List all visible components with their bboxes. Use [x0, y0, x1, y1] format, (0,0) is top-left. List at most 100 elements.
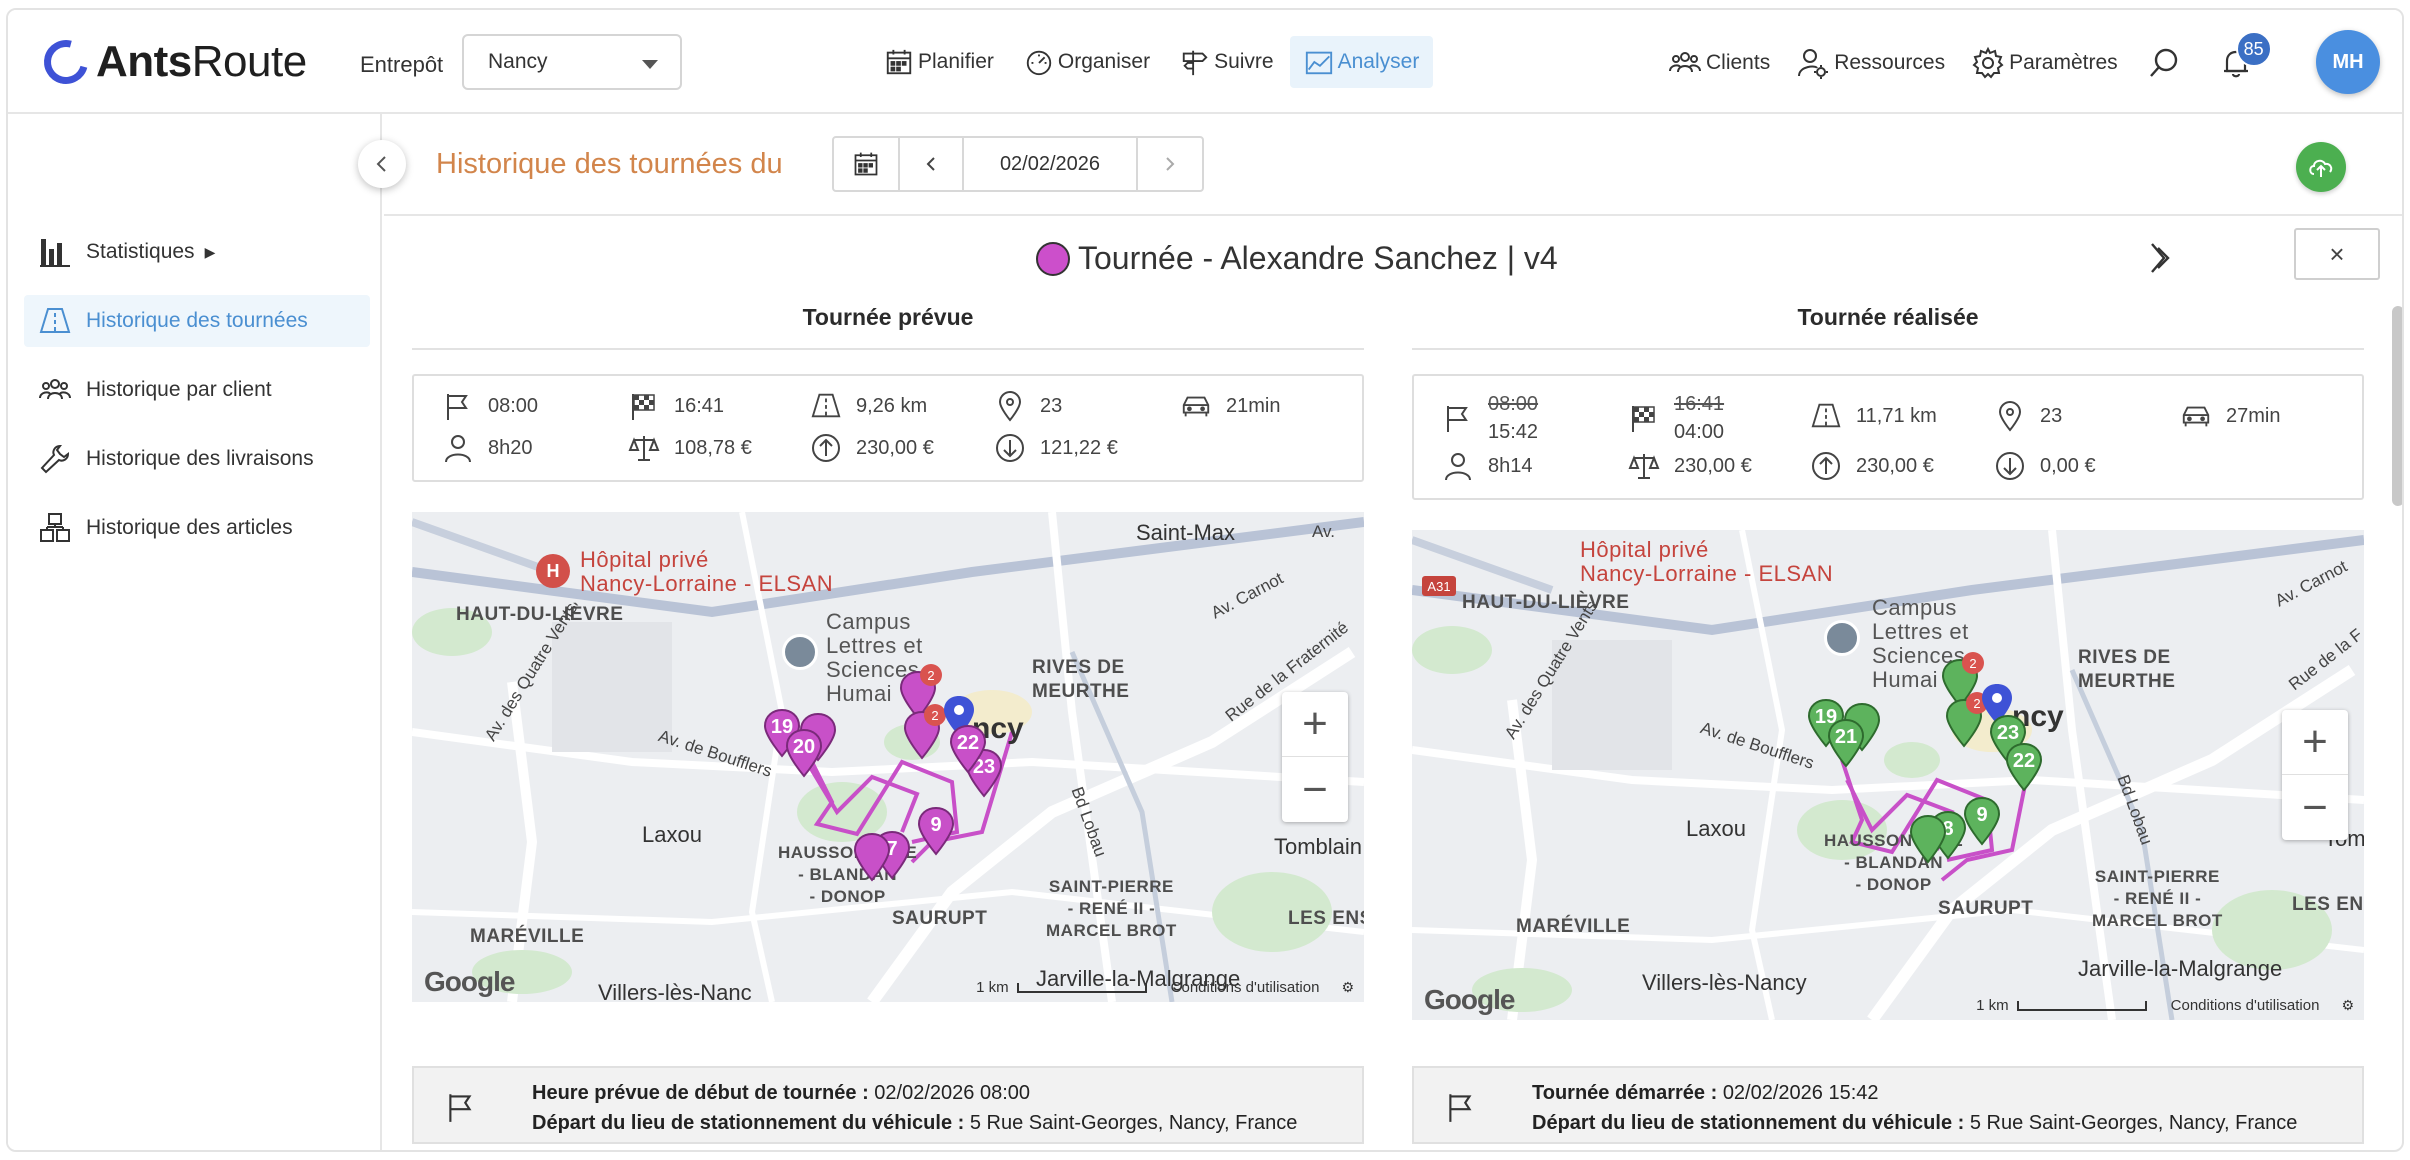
marker-label: 20 [792, 736, 816, 758]
gear-icon[interactable]: ⚙ [2341, 997, 2354, 1013]
actual-stops-value: 23 [2040, 404, 2063, 427]
next-day-button[interactable] [1138, 138, 1202, 190]
route-marker[interactable]: 9 [916, 806, 956, 856]
logo-mark-icon [35, 31, 97, 93]
gear-icon[interactable]: ⚙ [1341, 979, 1354, 995]
bar-chart-icon [40, 239, 70, 267]
nav-organiser[interactable]: Organiser [1010, 36, 1164, 88]
route-marker[interactable]: 22 [2004, 742, 2044, 792]
app-window: AntsRoute Entrepôt Nancy Planifier Organ… [6, 8, 2404, 1152]
map-zoom-control: + − [2282, 710, 2348, 840]
hospital-line-1: Hôpital privé [1580, 537, 1709, 562]
planned-end-value: 16:41 [674, 394, 725, 417]
road-icon [1811, 403, 1841, 428]
location-pin-icon [1998, 400, 2022, 432]
map-terms-link[interactable]: Conditions d'utilisation [2170, 997, 2320, 1014]
nav-planifier[interactable]: Planifier [870, 36, 1008, 88]
actual-distance-stat: 11,71 km [1810, 400, 1937, 432]
planned-stops-value: 23 [1040, 394, 1063, 417]
sidebar-item-label: Historique des livraisons [86, 447, 314, 470]
route-marker[interactable] [852, 832, 892, 882]
main-nav: Planifier Organiser Suivre Analyser [870, 36, 1435, 90]
antsroute-logo[interactable]: AntsRoute [35, 31, 307, 93]
nav-clients[interactable]: Clients [1668, 46, 1770, 80]
map-label-campus: Campus Lettres et Sciences Humai [826, 610, 923, 706]
campus-line-1: Campus [1872, 595, 1957, 620]
planned-info-label-2: Départ du lieu de stationnement du véhic… [532, 1112, 965, 1134]
scrollbar-thumb[interactable] [2392, 306, 2402, 506]
a31-road-shield: A31 [1422, 576, 1456, 596]
notifications-button[interactable]: 85 [2216, 31, 2272, 83]
map-label-hospital: Hôpital privé Nancy-Lorraine - ELSAN [580, 548, 833, 596]
campus-line-1: Campus [826, 609, 911, 634]
route-marker[interactable]: 2 [1944, 692, 1988, 748]
calendar-button[interactable] [834, 138, 900, 190]
nav-parametres[interactable]: Paramètres [1971, 46, 2118, 80]
route-marker[interactable] [1908, 814, 1948, 864]
route-marker[interactable]: 21 [1826, 718, 1866, 768]
search-button[interactable] [2144, 43, 2184, 83]
actual-stats: 08:00 15:42 16:41 04:00 11,71 km 23 27min [1412, 374, 2364, 500]
arrow-down-circle-icon [996, 434, 1024, 462]
map-label-rives-de-meurthe: RIVES DE MEURTHE [2078, 646, 2175, 694]
nav-ressources-label: Ressources [1834, 51, 1946, 74]
route-marker[interactable]: 20 [784, 728, 824, 778]
nav-suivre[interactable]: Suivre [1166, 36, 1288, 88]
rives-line-2: MEURTHE [1032, 681, 1130, 702]
planned-info-value-2: 5 Rue Saint-Georges, Nancy, France [969, 1112, 1298, 1134]
flag-icon [447, 394, 468, 420]
nav-analyser[interactable]: Analyser [1289, 36, 1434, 88]
sidebar-item-label: Historique des articles [86, 516, 293, 539]
map-background [1412, 530, 2364, 1020]
actual-balance-value: 230,00 € [1674, 454, 1752, 477]
nav-ressources[interactable]: Ressources [1796, 46, 1945, 80]
user-avatar[interactable]: MH [2316, 30, 2380, 94]
arrow-down-circle-icon [1996, 452, 2024, 480]
map-label-les-ens: LES ENS [2292, 894, 2364, 915]
double-chevron-right-icon[interactable] [2140, 238, 2180, 278]
route-marker[interactable]: 22 [948, 724, 988, 774]
sidebar-item-historique-livraisons[interactable]: Historique des livraisons [24, 433, 370, 485]
collapse-sidebar-button[interactable] [358, 140, 406, 188]
marker-label: 19 [1814, 706, 1838, 728]
zoom-out-button[interactable]: − [1302, 764, 1328, 814]
arrow-up-circle-icon [812, 434, 840, 462]
map-label-mareville: MARÉVILLE [470, 926, 585, 947]
planned-drive-stat: 21min [1180, 390, 1280, 422]
planned-pickup-stat: 230,00 € [810, 432, 934, 464]
export-cloud-button[interactable] [2296, 142, 2346, 192]
calendar-icon [886, 49, 912, 75]
sidebar-item-historique-articles[interactable]: Historique des articles [24, 502, 370, 554]
tour-color-dot [1036, 242, 1070, 276]
previous-day-button[interactable] [900, 138, 964, 190]
date-display[interactable]: 02/02/2026 [964, 138, 1138, 190]
close-button[interactable]: × [2294, 228, 2380, 280]
warehouse-select[interactable]: Nancy [462, 34, 682, 90]
map-terms-link[interactable]: Conditions d'utilisation [1170, 979, 1320, 996]
zoom-in-button[interactable]: + [2282, 710, 2348, 775]
zoom-out-button[interactable]: − [2302, 782, 2328, 832]
google-logo: Google [424, 966, 515, 997]
route-marker[interactable]: 9 [1962, 796, 2002, 846]
planned-info-label-1: Heure prévue de début de tournée : [532, 1082, 869, 1104]
page-title: Historique des tournées du [436, 148, 783, 180]
sidebar-item-historique-client[interactable]: Historique par client [24, 364, 370, 416]
marker-label: 23 [972, 756, 996, 778]
route-marker[interactable]: 2 [902, 704, 946, 760]
actual-drive-value: 27min [2226, 404, 2281, 427]
sidebar: Statistiques ▶ Historique des tournées H… [8, 114, 382, 1150]
chart-icon [1305, 51, 1332, 75]
sidebar-item-historique-tournees[interactable]: Historique des tournées [24, 295, 370, 347]
planned-route-map[interactable]: Hôpital privé Nancy-Lorraine - ELSAN H Sa… [412, 512, 1364, 1002]
arrow-up-circle-icon [1812, 452, 1840, 480]
flag-icon [1449, 1094, 1472, 1122]
map-label-saurupt: SAURUPT [1938, 898, 2034, 919]
marker-pin-icon [853, 832, 891, 882]
sidebar-item-statistiques[interactable]: Statistiques ▶ [24, 226, 370, 278]
depot-marker[interactable] [1980, 682, 2014, 726]
map-footer: 1 km Conditions d'utilisation ⚙ [1976, 997, 2354, 1014]
zoom-in-button[interactable]: + [1282, 692, 1348, 757]
actual-duration-value: 8h14 [1488, 454, 1533, 477]
planned-distance-stat: 9,26 km [810, 390, 927, 422]
actual-route-map[interactable]: A31 Hôpital privé Nancy-Lorraine - ELSAN … [1412, 530, 2364, 1020]
